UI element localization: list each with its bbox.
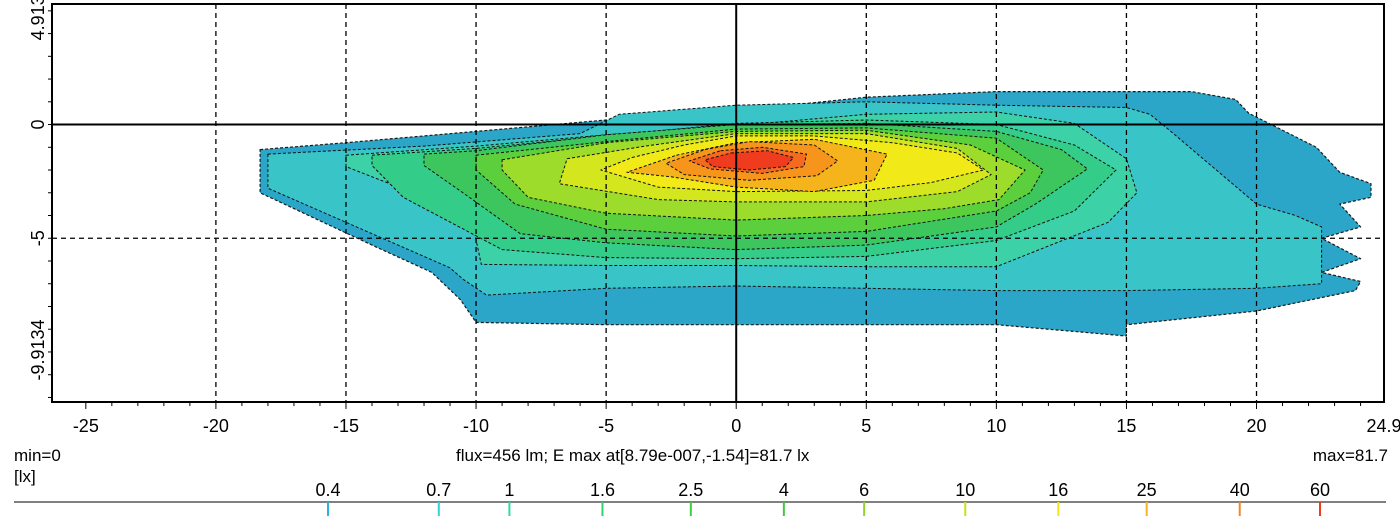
color-scale-label: 1	[504, 480, 514, 500]
x-axis-ticks: -25 -20 -15 -10 -5 0 5 10 15 20 24.9	[73, 402, 1400, 436]
color-scale-label: 25	[1137, 480, 1157, 500]
x-tick-label: 5	[861, 416, 871, 436]
x-tick-label: 15	[1116, 416, 1136, 436]
plot-frame	[51, 3, 1385, 403]
x-tick-label: -10	[463, 416, 489, 436]
color-scale-bar: 0.4 0.7 1 1.6 2.5 4 6 10 16 25 40 60	[14, 480, 1386, 516]
x-tick-label: -20	[203, 416, 229, 436]
flux-summary-label: flux=456 lm; E max at[8.79e-007,-1.54]=8…	[456, 446, 810, 465]
min-value-label: min=0	[14, 446, 61, 465]
x-tick-label: 24.9	[1366, 416, 1400, 436]
color-scale-label: 10	[955, 480, 975, 500]
color-scale-label: 0.4	[315, 480, 340, 500]
plot-border	[51, 3, 1385, 403]
max-value-label: max=81.7	[1312, 446, 1388, 465]
grid-lines	[52, 4, 1384, 402]
color-scale-label: 40	[1230, 480, 1250, 500]
color-scale-label: 4	[779, 480, 789, 500]
x-tick-label: 20	[1247, 416, 1267, 436]
contour-fills	[259, 90, 1372, 337]
color-scale-label: 2.5	[678, 480, 703, 500]
x-tick-label: -25	[73, 416, 99, 436]
x-tick-label: 0	[731, 416, 741, 436]
color-scale-label: 60	[1310, 480, 1330, 500]
x-tick-label: -15	[333, 416, 359, 436]
y-tick-label: -9.9134	[28, 319, 48, 380]
y-axis-ticks: 4.9134 0 -5 -9.9134	[28, 0, 52, 398]
color-scale-label: 1.6	[590, 480, 615, 500]
y-tick-label: -5	[28, 230, 48, 246]
color-scale-label: 0.7	[426, 480, 451, 500]
x-tick-label: 10	[986, 416, 1006, 436]
y-tick-label: 0	[28, 119, 48, 129]
color-scale-label: 6	[859, 480, 869, 500]
color-scale-label: 16	[1048, 480, 1068, 500]
y-tick-label: 4.9134	[28, 0, 48, 40]
x-tick-label: -5	[598, 416, 614, 436]
contour-level-60	[704, 150, 794, 171]
unit-label: [lx]	[14, 467, 36, 486]
